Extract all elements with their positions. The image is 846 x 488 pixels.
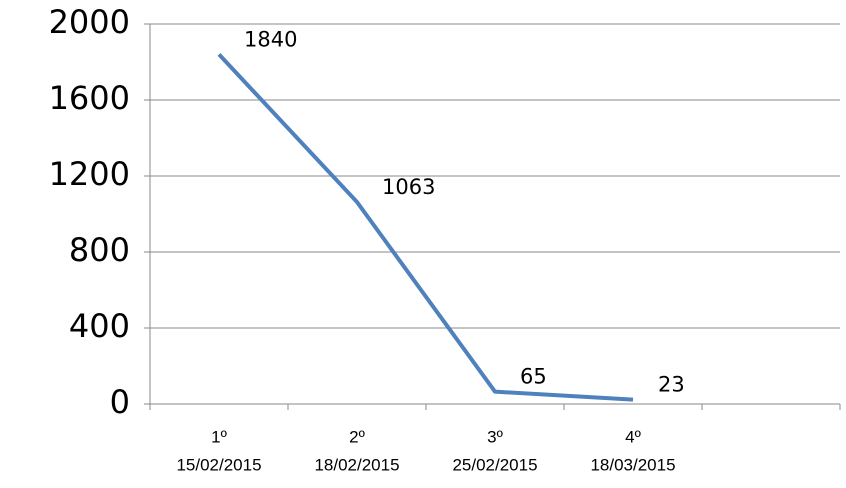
x-tick-label: 1º (211, 427, 227, 446)
x-tick-label: 3º (487, 427, 503, 446)
data-label: 23 (658, 373, 685, 397)
y-tick-label: 800 (69, 231, 130, 269)
line-series (217, 53, 634, 402)
x-tick-label: 2º (349, 427, 365, 446)
x-tick-label: 25/02/2015 (452, 455, 537, 474)
x-tick-label: 18/02/2015 (314, 455, 399, 474)
x-tick-label: 15/02/2015 (176, 455, 261, 474)
data-label: 1840 (244, 27, 297, 51)
x-tick-label: 4º (625, 427, 641, 446)
data-label: 1063 (382, 175, 435, 199)
y-tick-label: 2000 (49, 3, 130, 41)
y-tick-label: 1200 (49, 155, 130, 193)
x-tick-label: 18/03/2015 (590, 455, 675, 474)
data-label: 65 (520, 365, 547, 389)
y-tick-label: 1600 (49, 79, 130, 117)
y-tick-label: 0 (110, 383, 130, 421)
y-tick-label: 400 (69, 307, 130, 345)
